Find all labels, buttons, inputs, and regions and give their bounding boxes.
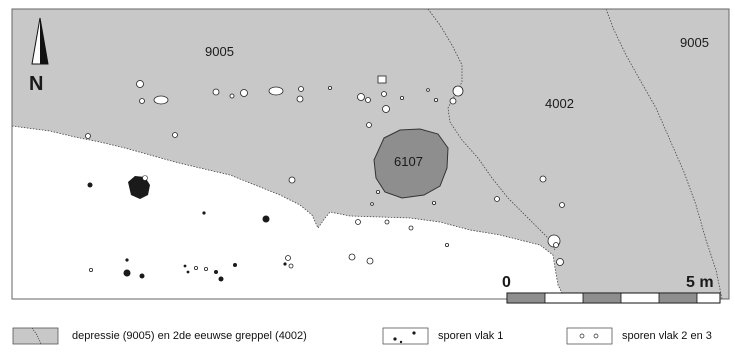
- feature-white: [370, 202, 374, 206]
- zone-label-6107: 6107: [394, 154, 423, 169]
- feature-white: [553, 242, 559, 248]
- feature-white: [193, 265, 198, 270]
- scale-bar: 0 5 m: [502, 274, 721, 304]
- greppel-boundary-west: [427, 8, 556, 251]
- legend-label-sporen1: sporen vlak 1: [438, 330, 504, 342]
- scale-segment: [506, 292, 546, 304]
- feature-white: [408, 225, 414, 231]
- north-arrow: N: [29, 17, 49, 95]
- feature-dark: [186, 270, 190, 274]
- legend-dot-dark: [399, 340, 403, 344]
- feature-white: [288, 263, 294, 269]
- feature-white: [229, 93, 235, 99]
- feature-white: [399, 96, 404, 101]
- feature-white: [348, 253, 356, 261]
- feature-dark: [283, 262, 287, 266]
- feature-white: [85, 133, 91, 139]
- feature-white: [375, 189, 380, 194]
- feature-white: [382, 105, 390, 113]
- feature-dark: [233, 263, 237, 267]
- legend-dot-light: [579, 333, 585, 339]
- feature-white: [556, 258, 564, 266]
- feature-white: [142, 175, 148, 181]
- legend-swatch-sporen1: [382, 327, 429, 345]
- feature-dark: [202, 211, 206, 215]
- feature-white: [327, 86, 332, 91]
- legend-label-sporen23: sporen vlak 2 en 3: [622, 330, 712, 342]
- feature-white: [431, 200, 436, 205]
- feature-white: [288, 176, 296, 184]
- feature-dark: [262, 215, 270, 223]
- feature-white: [212, 88, 220, 96]
- depression-zone: [12, 9, 729, 299]
- feature-dark: [123, 269, 131, 277]
- feature-white: [494, 196, 500, 202]
- north-letter: N: [29, 73, 43, 95]
- features-vlak-1: [87, 176, 287, 282]
- feature-white: [444, 242, 449, 247]
- legend-dot-light: [593, 333, 599, 339]
- feature-dark: [125, 258, 129, 262]
- feature-white: [366, 257, 374, 265]
- legend-dot-dark: [393, 337, 397, 341]
- feature-white: [89, 267, 94, 272]
- feature-white: [153, 95, 169, 105]
- feature-white: [384, 219, 390, 225]
- depression-boundary: [11, 125, 566, 300]
- feature-dark: [214, 270, 218, 274]
- feature-white: [139, 98, 145, 104]
- feature-white: [381, 91, 387, 97]
- feature-white: [449, 97, 457, 105]
- scale-segment: [582, 292, 622, 304]
- legend-dot-dark: [412, 331, 416, 335]
- legend-swatch-depression: [12, 327, 59, 345]
- legend-swatch-dotted-line: [31, 327, 42, 345]
- feature-dark: [139, 273, 145, 279]
- feature-white: [539, 175, 547, 183]
- scale-segment: [658, 292, 698, 304]
- feature-white: [377, 75, 387, 84]
- feature-white: [355, 219, 361, 225]
- feature-white: [298, 86, 304, 92]
- feature-white: [203, 266, 208, 271]
- feature-white: [136, 80, 144, 88]
- feature-white: [559, 202, 565, 208]
- feature-white: [433, 98, 438, 103]
- feature-white: [296, 95, 304, 103]
- feature-white: [172, 132, 178, 138]
- zone-label-9005-west: 9005: [205, 44, 234, 59]
- north-arrow-right-half: [40, 18, 48, 64]
- feature-dark: [128, 176, 150, 199]
- map-frame: [11, 8, 730, 300]
- features-vlak-2-3: [85, 75, 565, 272]
- feature-dark: [87, 182, 93, 188]
- feature-white: [240, 89, 248, 97]
- zone-label-4002: 4002: [545, 96, 574, 111]
- feature-dark: [218, 276, 224, 282]
- feature-white: [285, 255, 291, 261]
- feature-white: [357, 93, 365, 101]
- scale-end-label: 5 m: [686, 274, 714, 291]
- feature-dark: [183, 264, 187, 268]
- feature-white: [268, 86, 284, 96]
- scale-start-label: 0: [502, 274, 511, 291]
- feature-white: [366, 122, 372, 128]
- zone-label-9005-east: 9005: [680, 35, 709, 50]
- pit-6107: [373, 128, 449, 199]
- legend: [12, 327, 613, 345]
- feature-white: [426, 88, 430, 92]
- feature-white: [452, 85, 464, 97]
- legend-label-depression: depressie (9005) en 2de eeuwse greppel (…: [72, 330, 307, 342]
- legend-swatch-sporen23: [566, 327, 613, 345]
- feature-white: [365, 97, 371, 103]
